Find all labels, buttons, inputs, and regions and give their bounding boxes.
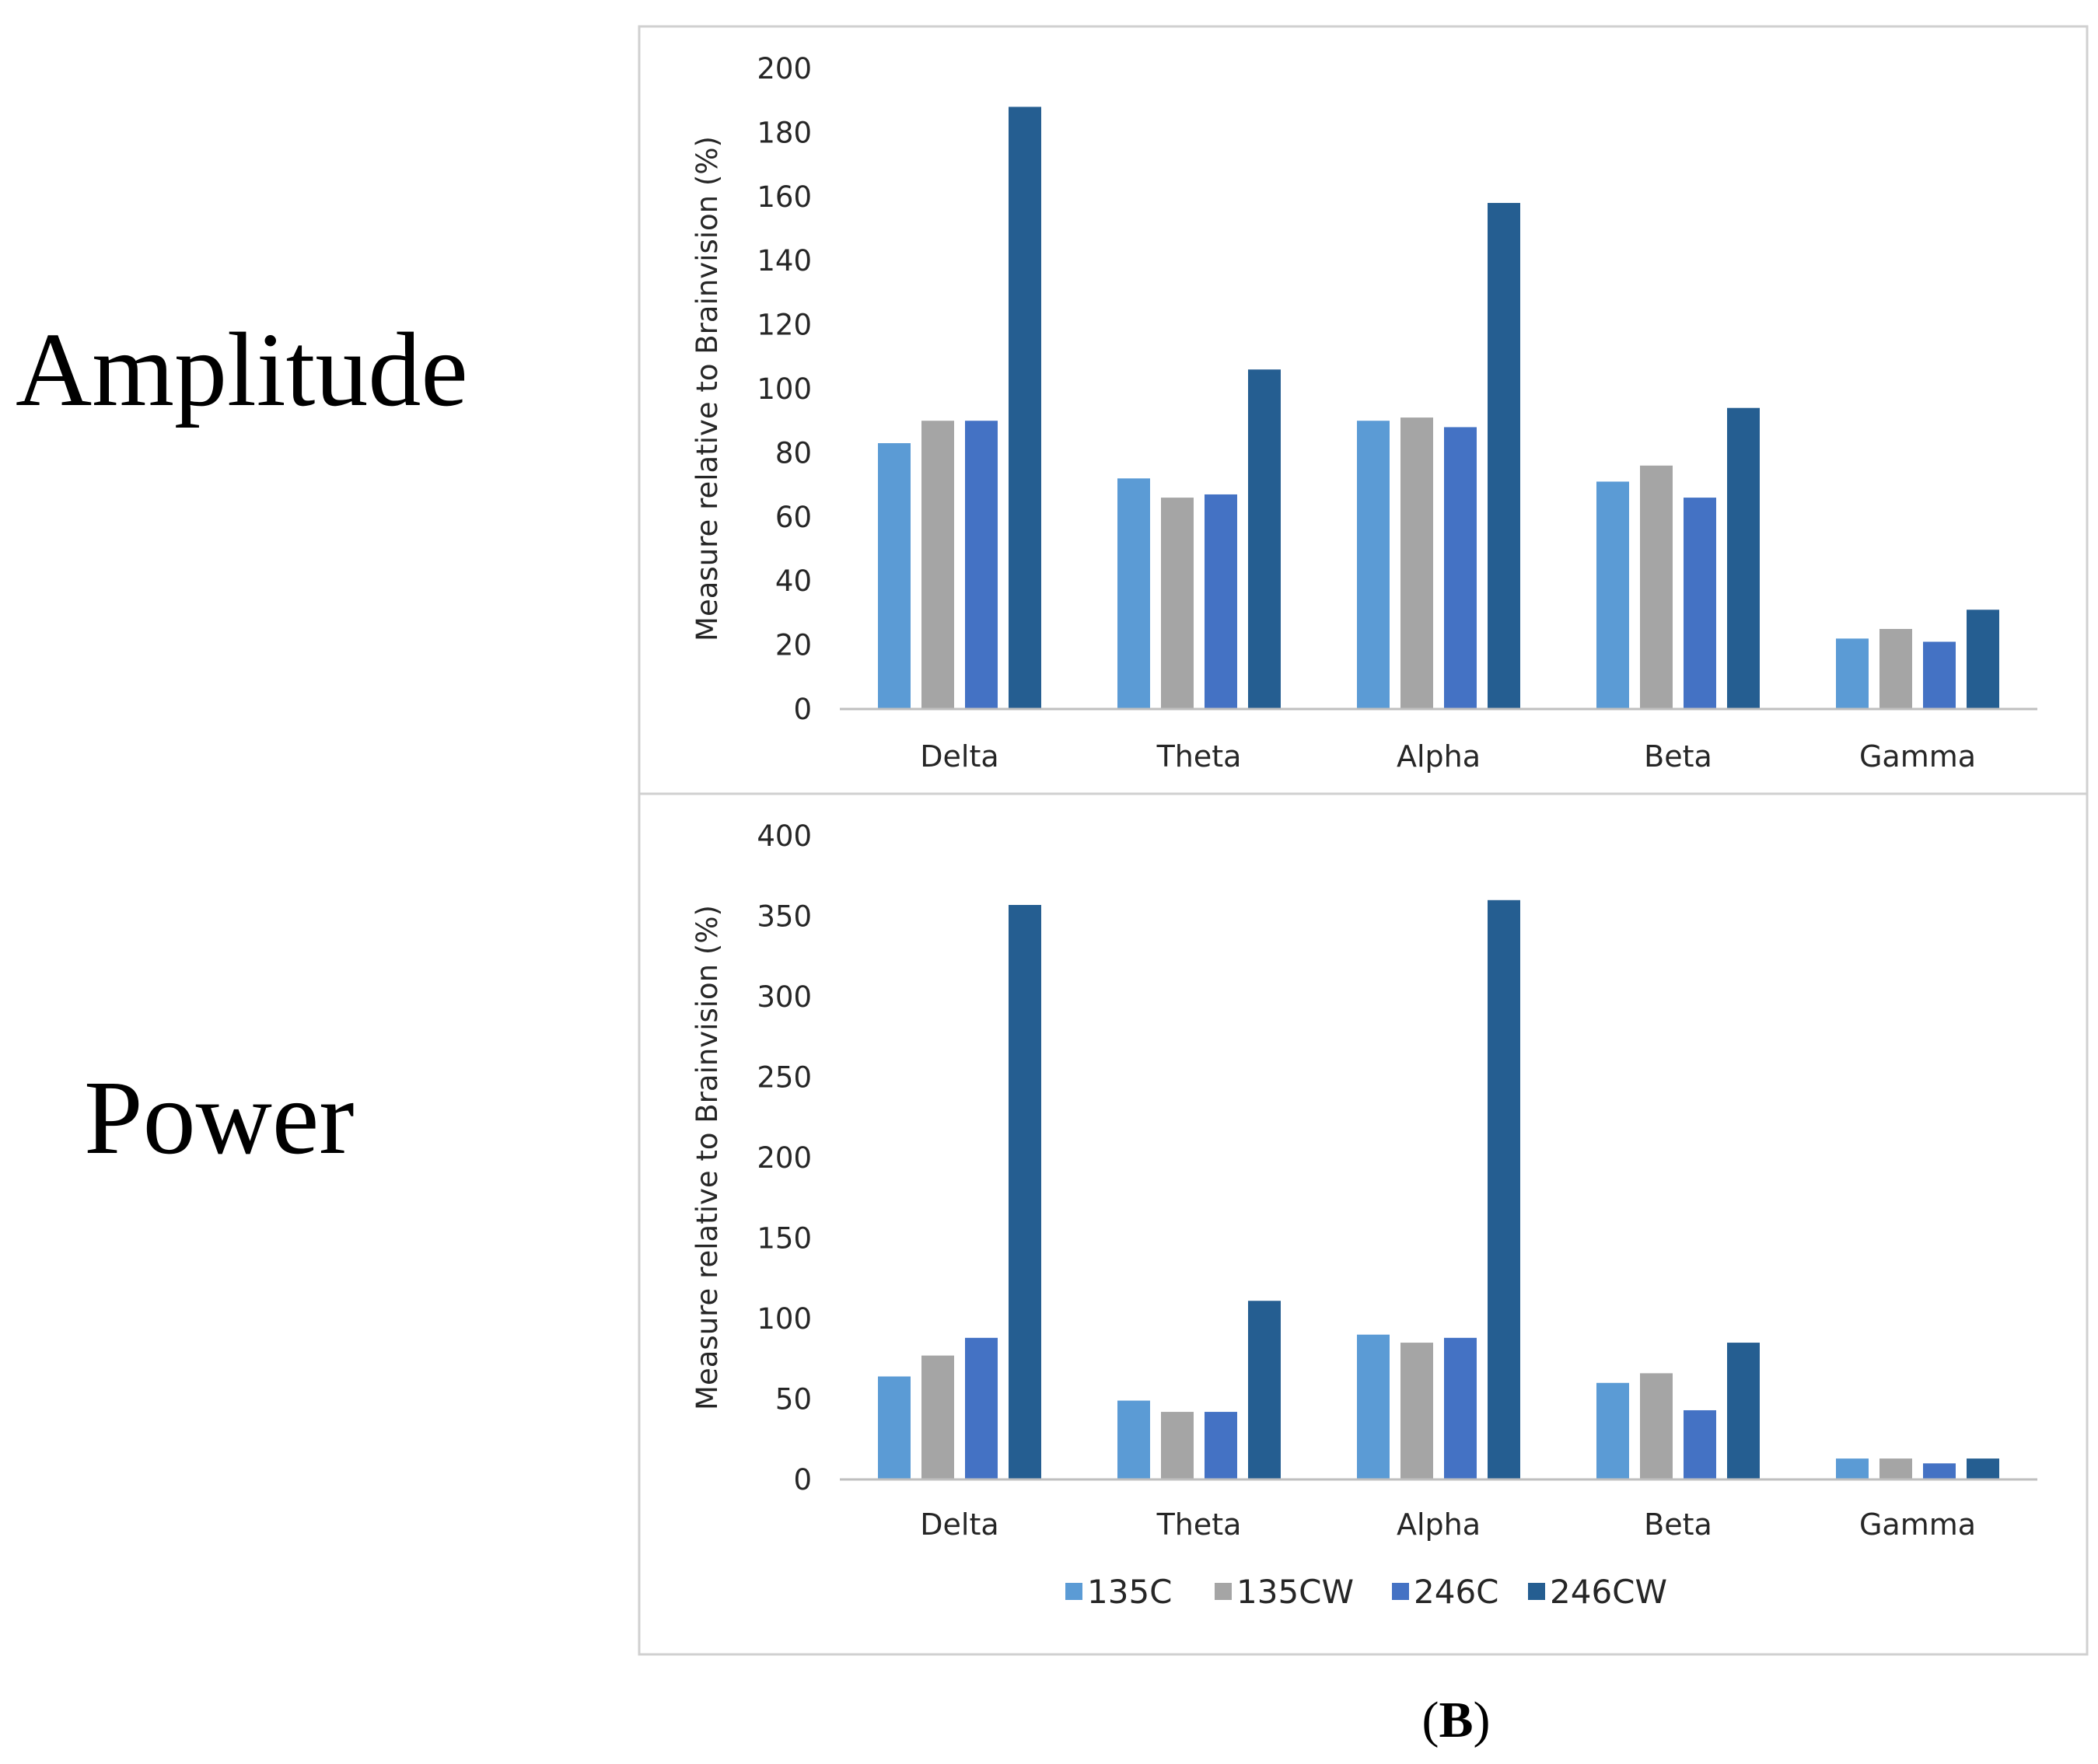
x-category-label: Theta	[1156, 1507, 1242, 1542]
bar-135CW-gamma	[1879, 1458, 1912, 1479]
bar-246CW-beta	[1727, 407, 1760, 709]
y-tick-label: 200	[757, 52, 812, 86]
figure-caption: (B)	[0, 1695, 2098, 1746]
y-tick-label: 250	[757, 1061, 812, 1095]
x-category-label: Delta	[920, 739, 998, 774]
legend-swatch-135CW	[1215, 1583, 1232, 1600]
legend-label-135CW: 135CW	[1236, 1573, 1354, 1611]
x-category-label: Gamma	[1859, 1507, 1976, 1542]
caption-close-paren: )	[1473, 1692, 1491, 1748]
bar-135CW-beta	[1640, 1373, 1673, 1479]
x-category-label: Beta	[1644, 739, 1712, 774]
bar-246CW-delta	[1009, 107, 1041, 709]
chart-amplitude: 0 20 40 60 80 100 120 140 160 180 200 Measure relat…	[691, 52, 2037, 774]
bar-135C-theta	[1117, 478, 1150, 709]
bar-246C-alpha	[1444, 427, 1477, 709]
y-tick-label: 40	[775, 564, 812, 598]
bar-246CW-theta	[1248, 1301, 1281, 1479]
chart-power: 0 50 100 150 200 250 300 350 400 Measure relative…	[691, 819, 2037, 1611]
legend-swatch-135C	[1065, 1583, 1082, 1600]
y-tick-label: 150	[757, 1222, 812, 1256]
bar-246C-gamma	[1923, 641, 1956, 709]
bar-246C-delta	[965, 1337, 998, 1479]
bar-135CW-beta	[1640, 465, 1673, 709]
y-tick-label: 160	[757, 180, 812, 214]
bar-135C-beta	[1596, 481, 1629, 709]
bar-246CW-theta	[1248, 369, 1281, 709]
y-tick-label: 140	[757, 244, 812, 278]
y-tick-label: 60	[775, 501, 812, 534]
y-tick-label: 20	[775, 629, 812, 662]
bar-246CW-delta	[1009, 905, 1041, 1479]
y-tick-label: 50	[775, 1383, 812, 1416]
bar-246CW-beta	[1727, 1343, 1760, 1479]
legend-label-246C: 246C	[1414, 1573, 1499, 1611]
y-tick-label: 100	[757, 372, 812, 406]
bar-135CW-gamma	[1879, 629, 1912, 709]
x-category-label: Alpha	[1397, 739, 1481, 774]
bar-246CW-alpha	[1488, 899, 1520, 1479]
y-tick-label: 120	[757, 309, 812, 342]
bar-246CW-alpha	[1488, 203, 1520, 709]
legend-swatch-246CW	[1528, 1583, 1545, 1600]
bar-246C-theta	[1205, 1412, 1237, 1479]
y-tick-label: 180	[757, 116, 812, 149]
y-tick-label: 80	[775, 436, 812, 470]
caption-letter: B	[1439, 1692, 1474, 1748]
y-tick-label: 100	[757, 1302, 812, 1336]
bar-246C-beta	[1684, 498, 1716, 709]
x-category-label: Gamma	[1859, 739, 1976, 774]
bar-246C-alpha	[1444, 1337, 1477, 1479]
legend-swatch-246C	[1392, 1583, 1409, 1600]
y-axis-title: Measure relative to Brainvision (%)	[691, 136, 724, 641]
bar-246C-theta	[1205, 494, 1237, 709]
y-tick-label: 0	[793, 1463, 812, 1497]
y-tick-label: 0	[793, 693, 812, 726]
power-row-label: Power	[84, 1060, 355, 1176]
bar-135C-alpha	[1357, 1334, 1390, 1479]
bar-135C-theta	[1117, 1400, 1150, 1479]
y-tick-label: 200	[757, 1141, 812, 1175]
bar-135C-beta	[1596, 1382, 1629, 1479]
bar-135CW-alpha	[1400, 1343, 1433, 1479]
legend: 135C 135CW 246C 246CW	[1065, 1573, 1667, 1611]
y-axis-title: Measure relative to Brainvision (%)	[691, 905, 724, 1410]
legend-label-246CW: 246CW	[1550, 1573, 1667, 1611]
x-category-label: Theta	[1156, 739, 1242, 774]
x-category-label: Delta	[920, 1507, 998, 1542]
bar-135CW-delta	[921, 1355, 954, 1479]
panel-frame	[638, 25, 2089, 1656]
bar-135C-gamma	[1836, 1458, 1869, 1479]
caption-open-paren: (	[1421, 1692, 1439, 1748]
bar-135CW-theta	[1161, 498, 1194, 709]
bar-135C-gamma	[1836, 638, 1869, 709]
bar-135CW-alpha	[1400, 417, 1433, 709]
bar-135C-delta	[878, 1376, 911, 1479]
bar-135CW-delta	[921, 421, 954, 709]
bar-135C-delta	[878, 443, 911, 709]
y-tick-label: 300	[757, 980, 812, 1014]
bar-246C-gamma	[1923, 1463, 1956, 1479]
bar-135C-alpha	[1357, 421, 1390, 709]
x-category-label: Alpha	[1397, 1507, 1481, 1542]
y-tick-label: 400	[757, 819, 812, 853]
bar-246C-beta	[1684, 1409, 1716, 1479]
amplitude-row-label: Amplitude	[16, 312, 468, 428]
legend-label-135C: 135C	[1087, 1573, 1173, 1611]
x-category-label: Beta	[1644, 1507, 1712, 1542]
y-tick-label: 350	[757, 900, 812, 934]
bar-246CW-gamma	[1967, 1458, 1999, 1479]
bar-135CW-theta	[1161, 1412, 1194, 1479]
bar-246C-delta	[965, 421, 998, 709]
bar-246CW-gamma	[1967, 610, 1999, 709]
